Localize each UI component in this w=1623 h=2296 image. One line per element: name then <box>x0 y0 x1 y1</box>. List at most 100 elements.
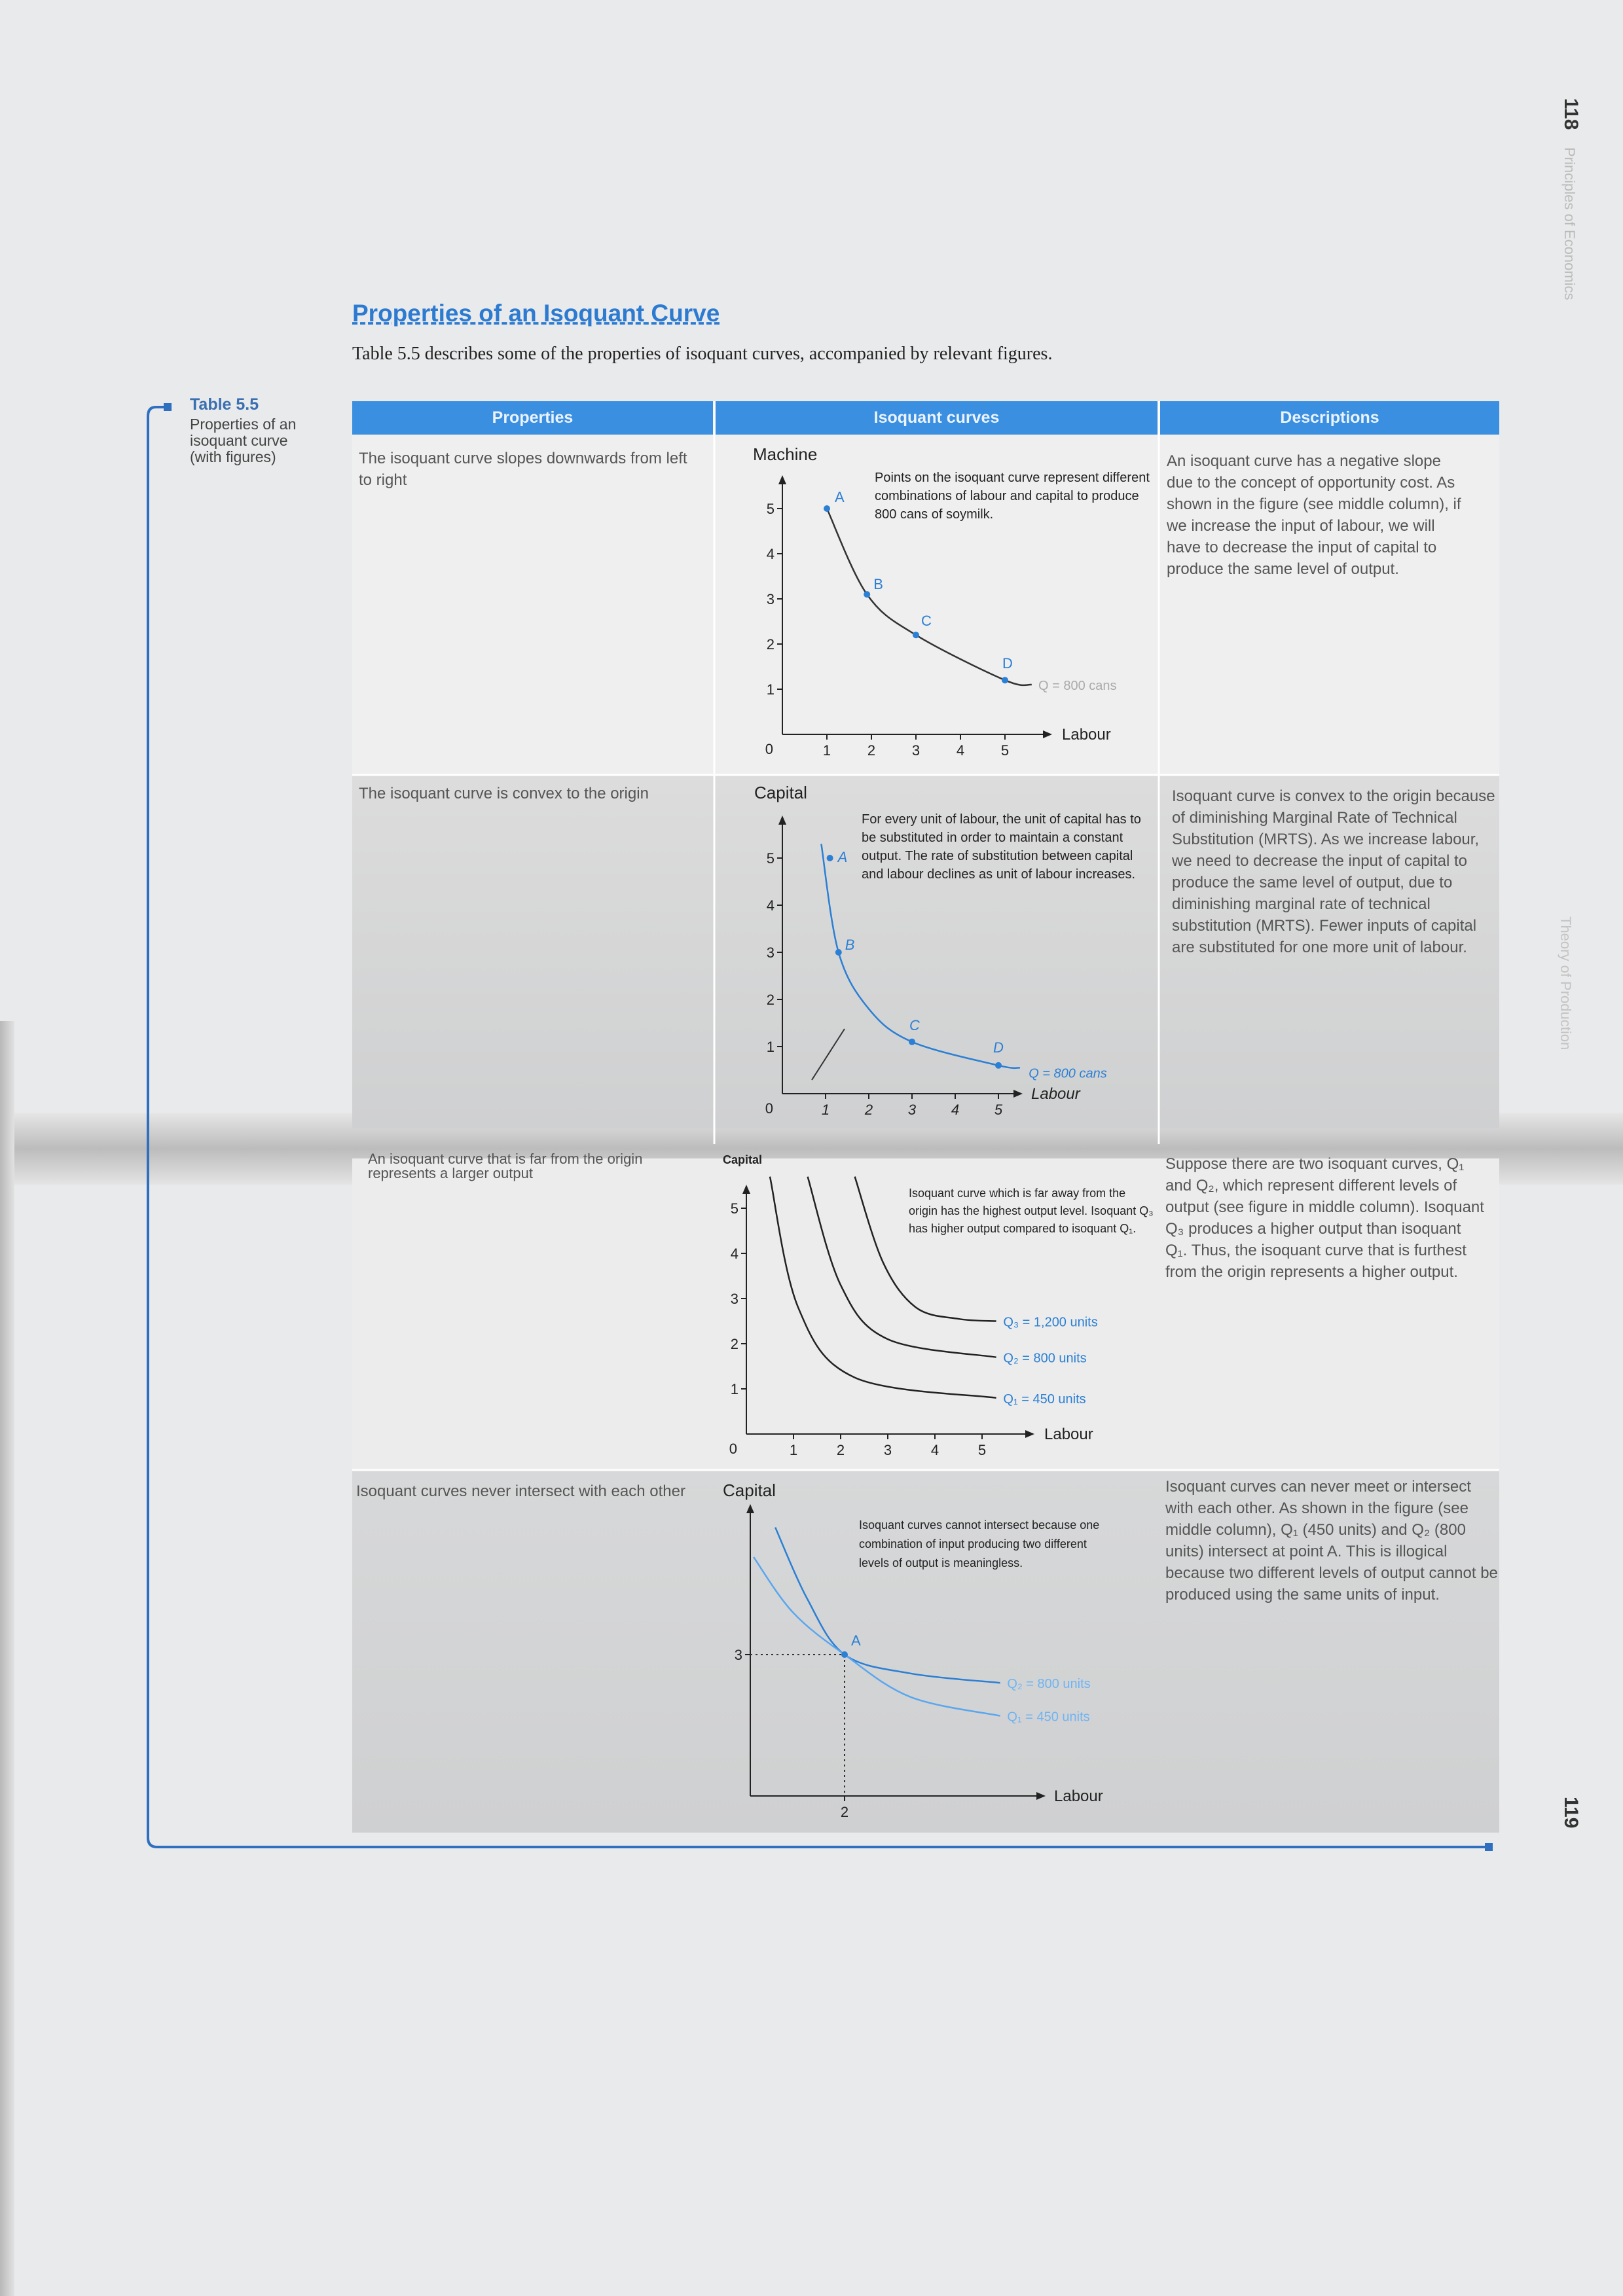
description: Isoquant curve is convex to the origin b… <box>1172 787 1495 956</box>
y-axis-arrow <box>742 1185 750 1194</box>
x-tick-label: 4 <box>957 742 964 759</box>
x-tick-label: 2 <box>837 1442 845 1458</box>
curve-point <box>824 505 830 512</box>
y-tick-label: 2 <box>767 636 775 653</box>
x-tick-label: 5 <box>994 1102 1003 1118</box>
x-tick-label: 3 <box>912 742 920 759</box>
y-tick-label: 4 <box>767 546 775 562</box>
table-header: Properties <box>352 401 713 435</box>
y-tick-label: 1 <box>731 1381 739 1397</box>
y-axis-label: Capital <box>723 1480 776 1500</box>
x-tick-label: 1 <box>822 1102 830 1118</box>
x-tick-label: 2 <box>867 742 875 759</box>
description: Suppose there are two isoquant curves, Q… <box>1165 1155 1484 1281</box>
point-label: B <box>845 937 855 953</box>
y-tick-label: 5 <box>731 1200 739 1217</box>
y-tick-label: 3 <box>735 1647 742 1663</box>
point-label: A <box>835 489 845 505</box>
isoquant-curve <box>820 844 1021 1069</box>
table-header: Isoquant curves <box>716 401 1158 435</box>
x-axis-label: Labour <box>1062 726 1111 744</box>
point-label: C <box>921 613 932 629</box>
y-axis-label: Capital <box>754 783 807 802</box>
page-number: 118 <box>1560 98 1582 130</box>
figure-note: Isoquant curves cannot intersect because… <box>859 1518 1100 1570</box>
property: The isoquant curve is convex to the orig… <box>359 785 649 802</box>
point-label: B <box>873 576 883 592</box>
page-number: 119 <box>1560 1797 1582 1828</box>
point-label: D <box>993 1039 1004 1056</box>
curve-point <box>826 855 833 861</box>
origin-label: 0 <box>765 1100 773 1117</box>
y-tick-label: 5 <box>767 501 775 517</box>
point-label: A <box>851 1632 861 1649</box>
curve-point <box>913 632 919 639</box>
origin-label: 0 <box>729 1441 737 1457</box>
isoquant-curve <box>769 1176 996 1399</box>
property: The isoquant curve slopes downwards from… <box>359 450 687 489</box>
curve-point <box>995 1062 1002 1069</box>
row-bg <box>352 775 1499 1128</box>
y-tick-label: 4 <box>767 897 775 914</box>
x-tick-label: 2 <box>864 1102 873 1118</box>
x-tick-label: 2 <box>841 1804 848 1820</box>
x-tick-label: 5 <box>1001 742 1009 759</box>
x-axis-arrow <box>1013 1090 1023 1098</box>
isoquant-curve <box>807 1176 996 1358</box>
intro: Table 5.5 describes some of the properti… <box>352 344 1053 364</box>
curve-label: Q₁ = 450 units <box>1007 1710 1089 1725</box>
x-tick-label: 4 <box>951 1102 959 1118</box>
point-label: C <box>909 1017 920 1033</box>
table-bracket <box>147 406 1489 1848</box>
y-tick-label: 5 <box>767 850 775 867</box>
x-tick-label: 3 <box>908 1102 917 1118</box>
table-caption: Properties of an isoquant curve (with fi… <box>190 416 297 465</box>
curve-label: Q₁ = 450 units <box>1003 1392 1085 1407</box>
y-tick-label: 2 <box>731 1336 739 1352</box>
y-tick-label: 3 <box>731 1291 739 1307</box>
x-axis-label: Labour <box>1031 1085 1081 1103</box>
isoquant-curve <box>775 1527 1000 1684</box>
point-label: D <box>1002 655 1013 672</box>
row-bg <box>352 1158 1499 1470</box>
section-title: Properties of an Isoquant Curve <box>352 300 720 327</box>
y-axis-label: Machine <box>753 444 817 464</box>
y-axis-label: Capital <box>723 1153 762 1166</box>
x-tick-label: 1 <box>790 1442 797 1458</box>
property: An isoquant curve that is far from the o… <box>368 1151 643 1181</box>
x-axis-arrow <box>1036 1792 1046 1800</box>
row-bg <box>352 435 1499 775</box>
figure-note: Isoquant curve which is far away from th… <box>909 1187 1154 1235</box>
isoquant-curve <box>854 1176 996 1322</box>
x-tick-label: 5 <box>978 1442 986 1458</box>
figure-note: Points on the isoquant curve represent d… <box>875 471 1150 522</box>
x-axis-label: Labour <box>1044 1426 1093 1443</box>
row-bg <box>352 1470 1499 1833</box>
y-tick-label: 3 <box>767 591 775 607</box>
bracket-marker <box>1485 1843 1493 1851</box>
bracket-marker <box>164 403 172 411</box>
page-edge <box>0 1021 14 2296</box>
curve-point <box>864 591 871 598</box>
x-tick-label: 3 <box>884 1442 892 1458</box>
direction-arrow <box>811 1028 845 1081</box>
y-axis-arrow <box>746 1504 754 1513</box>
curve-label: Q₂ = 800 units <box>1007 1677 1090 1691</box>
description: Isoquant curves can never meet or inters… <box>1165 1478 1498 1604</box>
table-label: Table 5.5 <box>190 395 259 414</box>
curve-point <box>1002 677 1008 684</box>
x-axis-arrow <box>1025 1430 1034 1438</box>
y-tick-label: 3 <box>767 944 775 961</box>
curve-label: Q = 800 cans <box>1038 679 1117 693</box>
y-tick-label: 4 <box>731 1246 739 1262</box>
curve-point <box>909 1038 915 1045</box>
curve-point <box>835 949 842 956</box>
y-tick-label: 1 <box>767 1039 775 1055</box>
description: An isoquant curve has a negative slope d… <box>1167 452 1461 578</box>
x-tick-label: 4 <box>931 1442 939 1458</box>
isoquant-curve <box>753 1556 1000 1717</box>
curve-label: Q₃ = 1,200 units <box>1003 1316 1097 1330</box>
figure-note: For every unit of labour, the unit of ca… <box>862 812 1141 882</box>
isoquant-curve <box>826 508 1032 687</box>
